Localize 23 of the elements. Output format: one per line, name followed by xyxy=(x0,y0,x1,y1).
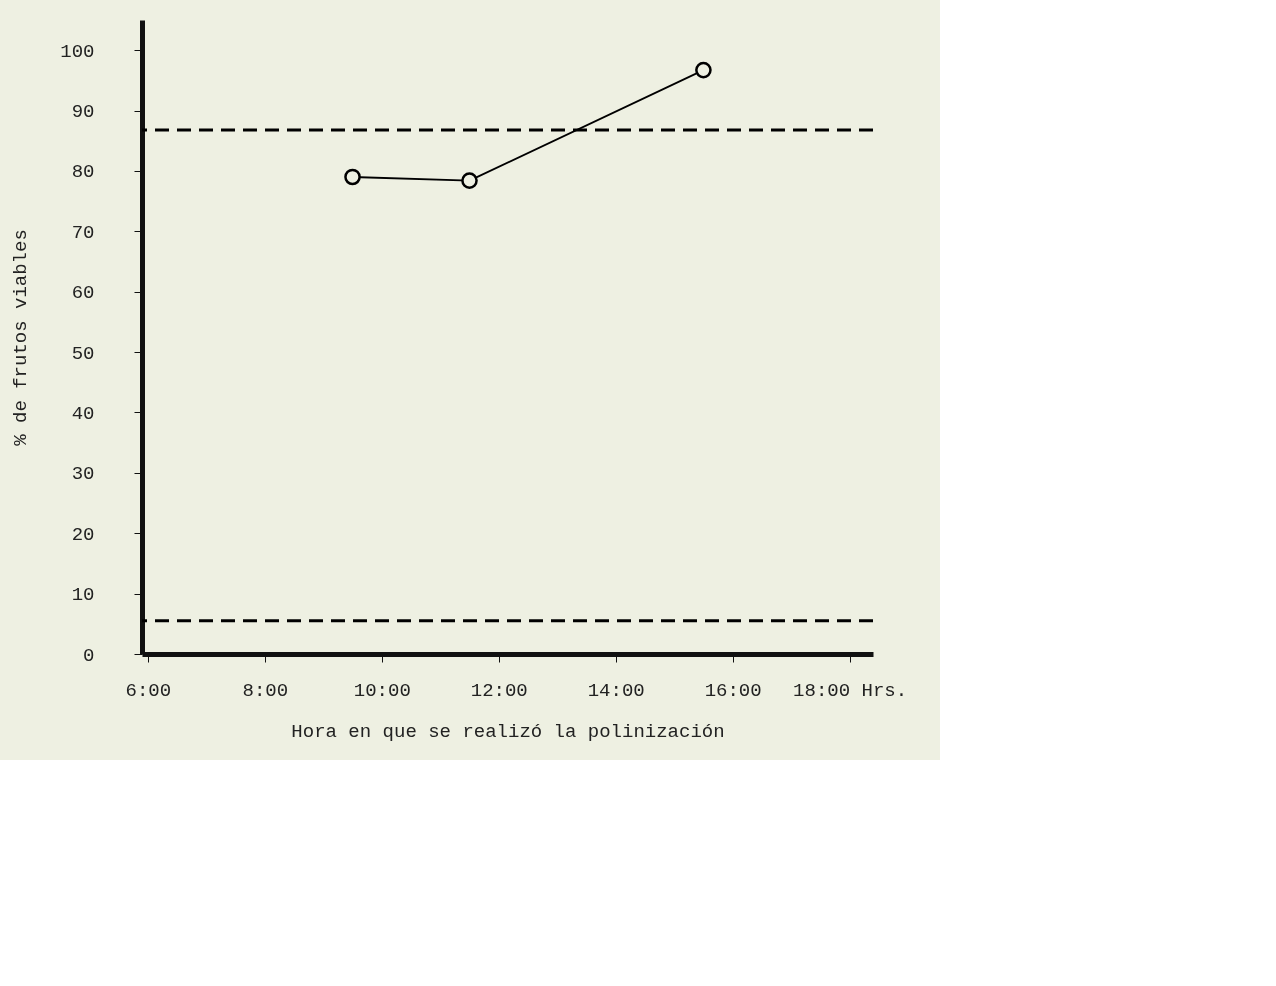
y-tick-label: 10 xyxy=(71,584,95,607)
x-tick-label: 8:00 xyxy=(242,679,289,702)
x-tick-label: 14:00 xyxy=(587,679,645,702)
x-tick-label: 10:00 xyxy=(353,679,411,702)
x-axis-title: Hora en que se realizó la polinización xyxy=(291,720,725,743)
point xyxy=(461,172,478,189)
y-tick-label: 70 xyxy=(71,221,95,244)
point xyxy=(344,168,361,186)
x-tick-label: 18:00 Hrs. xyxy=(793,679,908,702)
y-tick-label: 80 xyxy=(71,161,95,184)
point xyxy=(695,61,712,79)
y-axis-title: % de frutos viables xyxy=(10,229,33,446)
x-tick-label: 16:00 xyxy=(704,679,762,702)
y-tick-label: 30 xyxy=(71,463,95,486)
y-tick-label: 60 xyxy=(71,282,95,305)
x-tick-label: 6:00 xyxy=(125,679,172,702)
y-tick-label: 0 xyxy=(83,644,95,667)
y-tick-label: 20 xyxy=(71,523,95,546)
y-tick-label: 100 xyxy=(60,40,95,63)
y-tick-label: 50 xyxy=(71,342,95,365)
y-tick-label: 90 xyxy=(71,101,95,124)
x-tick-label: 12:00 xyxy=(470,679,528,702)
y-tick-label: 40 xyxy=(71,402,95,425)
